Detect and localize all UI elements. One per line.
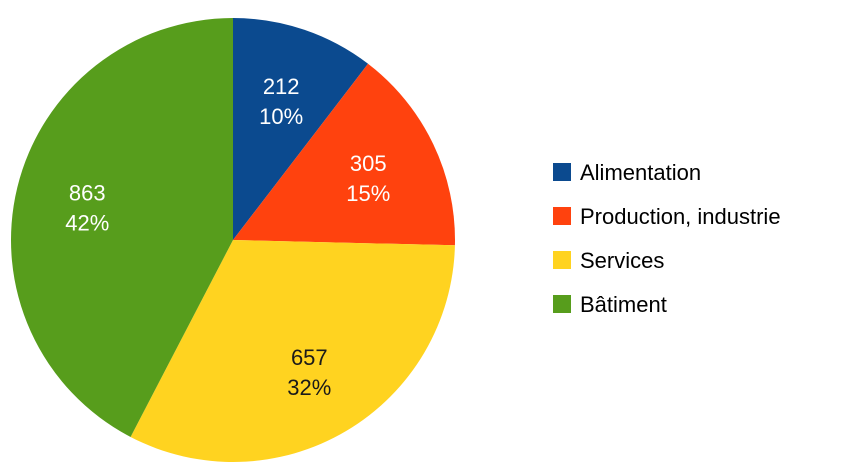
slice-value-label: 212: [263, 74, 300, 99]
pie-slice-alimentation: [233, 18, 369, 240]
slice-value-label: 657: [291, 345, 328, 370]
legend-swatch: [553, 295, 571, 313]
slice-value-label: 305: [350, 151, 387, 176]
legend-swatch: [553, 207, 571, 225]
pie-slice-batiment: [10, 18, 234, 437]
legend-item-batiment: Bâtiment: [553, 292, 667, 317]
slice-percent-label: 42%: [65, 210, 109, 235]
legend-label: Services: [580, 248, 664, 273]
legend-swatch: [553, 163, 571, 181]
legend: Alimentation Production, industrie Service…: [553, 160, 781, 317]
legend-item-services: Services: [553, 248, 664, 273]
pie-slice-services: [130, 240, 455, 462]
pie-slices: [10, 18, 455, 462]
slice-value-label: 863: [69, 180, 106, 205]
legend-label: Bâtiment: [580, 292, 667, 317]
legend-label: Alimentation: [580, 160, 701, 185]
slice-percent-label: 32%: [287, 375, 331, 400]
legend-item-alimentation: Alimentation: [553, 160, 701, 185]
legend-item-production-industrie: Production, industrie: [553, 204, 781, 229]
slice-percent-label: 10%: [259, 104, 303, 129]
legend-swatch: [553, 251, 571, 269]
pie-slice-production-industrie: [233, 63, 455, 246]
legend-label: Production, industrie: [580, 204, 781, 229]
slice-percent-label: 15%: [346, 181, 390, 206]
